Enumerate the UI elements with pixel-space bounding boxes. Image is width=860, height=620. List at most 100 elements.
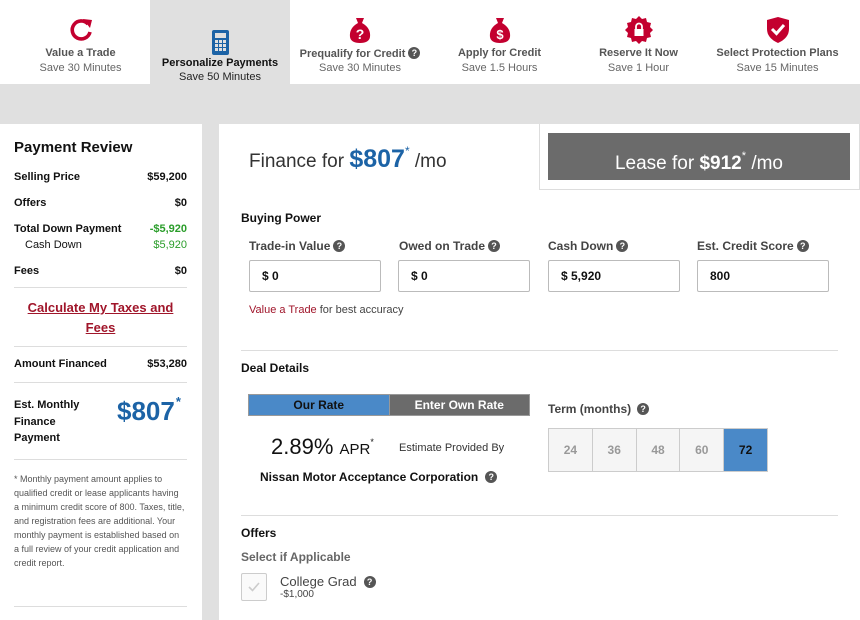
term-option-72[interactable]: 72: [724, 429, 767, 471]
help-icon[interactable]: ?: [363, 576, 376, 588]
lender-name: Nissan Motor Acceptance Corporation?: [260, 470, 498, 484]
fees-row: Fees $0: [14, 265, 187, 277]
credit-score-label: Est. Credit Score?: [697, 239, 809, 253]
step-subtitle: Save 15 Minutes: [736, 62, 819, 74]
step-subtitle: Save 30 Minutes: [319, 62, 401, 74]
selling-price-value: $59,200: [147, 171, 187, 183]
step-protection-plans[interactable]: Select Protection Plans Save 15 Minutes: [708, 0, 847, 84]
lease-tab-button[interactable]: Lease for $912* /mo: [548, 133, 850, 180]
fees-label: Fees: [14, 265, 40, 277]
step-reserve[interactable]: Reserve It Now Save 1 Hour: [569, 0, 708, 84]
help-icon[interactable]: ?: [485, 471, 498, 483]
credit-score-input[interactable]: 800: [697, 260, 829, 292]
help-icon[interactable]: ?: [616, 240, 629, 252]
buying-power-title: Buying Power: [241, 211, 322, 225]
amount-financed-value: $53,280: [147, 358, 187, 370]
moneybag-dollar-icon: $: [489, 18, 510, 43]
college-grad-value: -$1,000: [280, 589, 314, 600]
est-monthly-label: Est. Monthly Finance Payment: [14, 399, 80, 444]
amount-financed-row: Amount Financed $53,280: [14, 358, 187, 370]
main-panel: Finance for $807* /mo Lease for $912* /m…: [219, 124, 860, 620]
trade-hint: Value a Trade for best accuracy: [249, 304, 404, 316]
step-subtitle: Save 1.5 Hours: [461, 62, 538, 74]
term-selector: 24 36 48 60 72: [548, 428, 768, 472]
divider: [241, 515, 838, 516]
calculator-icon: [212, 30, 229, 55]
payment-review-panel: Payment Review Selling Price $59,200 Off…: [0, 124, 202, 620]
step-value-trade[interactable]: Value a Trade Save 30 Minutes: [11, 0, 150, 84]
term-option-36[interactable]: 36: [592, 429, 637, 471]
help-icon[interactable]: ?: [333, 240, 346, 252]
svg-text:$: $: [496, 27, 504, 42]
term-label: Term (months)?: [548, 402, 650, 416]
offers-title: Offers: [241, 526, 277, 540]
owed-on-trade-input[interactable]: $ 0: [398, 260, 530, 292]
step-prequalify[interactable]: ? Prequalify for Credit? Save 30 Minutes: [290, 0, 430, 84]
step-title: Reserve It Now: [599, 47, 678, 59]
check-icon: [248, 582, 260, 592]
estimate-provided-by: Estimate Provided By: [399, 442, 505, 454]
value-trade-link[interactable]: Value a Trade: [249, 304, 317, 316]
selling-price-label: Selling Price: [14, 171, 81, 183]
step-personalize-payments[interactable]: Personalize Payments Save 50 Minutes: [150, 0, 290, 84]
divider: [14, 606, 187, 607]
shield-check-icon: [766, 17, 789, 43]
step-subtitle: Save 1 Hour: [607, 62, 670, 74]
header-band: [0, 84, 860, 124]
help-icon[interactable]: ?: [637, 403, 650, 415]
term-option-60[interactable]: 60: [680, 429, 725, 471]
enter-own-rate-button[interactable]: Enter Own Rate: [389, 395, 529, 415]
offers-row: Offers $0: [14, 197, 187, 209]
step-apply-credit[interactable]: $ Apply for Credit Save 1.5 Hours: [430, 0, 569, 84]
cash-down-label: Cash Down: [25, 239, 82, 251]
selling-price-row: Selling Price $59,200: [14, 171, 187, 183]
divider: [14, 459, 187, 460]
svg-text:?: ?: [356, 26, 365, 42]
refresh-icon: [69, 19, 92, 41]
payment-review-title: Payment Review: [14, 139, 133, 156]
offers-subtitle: Select if Applicable: [241, 550, 351, 564]
finance-amount: $807: [349, 145, 405, 173]
trade-in-input[interactable]: $ 0: [249, 260, 381, 292]
college-grad-label: College Grad?: [280, 574, 376, 589]
calculate-taxes-link[interactable]: Calculate My Taxes and Fees: [27, 300, 174, 335]
progress-steps: Value a Trade Save 30 Minutes Personaliz…: [0, 0, 860, 84]
step-subtitle: Save 50 Minutes: [179, 71, 261, 83]
total-down-row: Total Down Payment -$5,920: [14, 223, 187, 235]
disclaimer-footnote: * Monthly payment amount applies to qual…: [14, 474, 185, 568]
rate-toggle: Our Rate Enter Own Rate: [248, 394, 530, 416]
step-title: Select Protection Plans: [716, 47, 839, 59]
owed-on-trade-label: Owed on Trade?: [399, 239, 501, 253]
help-icon[interactable]: ?: [796, 240, 809, 252]
cash-down-row: Cash Down $5,920: [14, 239, 187, 251]
deal-details-title: Deal Details: [241, 361, 310, 375]
divider: [241, 350, 838, 351]
trade-in-label: Trade-in Value?: [249, 239, 346, 253]
lock-badge-icon: [624, 16, 653, 44]
step-title: Prequalify for Credit?: [290, 47, 430, 60]
divider: [14, 287, 187, 288]
lease-amount: $912: [699, 153, 742, 174]
step-subtitle: Save 30 Minutes: [39, 62, 122, 74]
term-option-48[interactable]: 48: [636, 429, 681, 471]
cash-down-value: $5,920: [153, 239, 187, 251]
help-icon[interactable]: ?: [408, 47, 421, 59]
college-grad-checkbox[interactable]: [241, 573, 267, 601]
step-title: Personalize Payments: [161, 57, 279, 69]
step-title: Value a Trade: [45, 47, 116, 59]
apr-value: 2.89% APR*: [271, 434, 374, 459]
divider: [14, 346, 187, 347]
total-down-value: -$5,920: [149, 223, 187, 235]
finance-header[interactable]: Finance for $807* /mo: [249, 144, 447, 173]
cash-down-input[interactable]: $ 5,920: [548, 260, 680, 292]
moneybag-question-icon: ?: [349, 18, 371, 43]
est-monthly-value: $807*: [117, 394, 181, 426]
help-icon[interactable]: ?: [488, 240, 501, 252]
cash-down-field-label: Cash Down?: [548, 239, 629, 253]
term-option-24[interactable]: 24: [549, 429, 593, 471]
divider: [14, 382, 187, 383]
our-rate-button[interactable]: Our Rate: [249, 395, 390, 415]
offers-value: $0: [174, 197, 187, 209]
step-title: Apply for Credit: [457, 47, 542, 59]
offers-label: Offers: [14, 197, 47, 209]
